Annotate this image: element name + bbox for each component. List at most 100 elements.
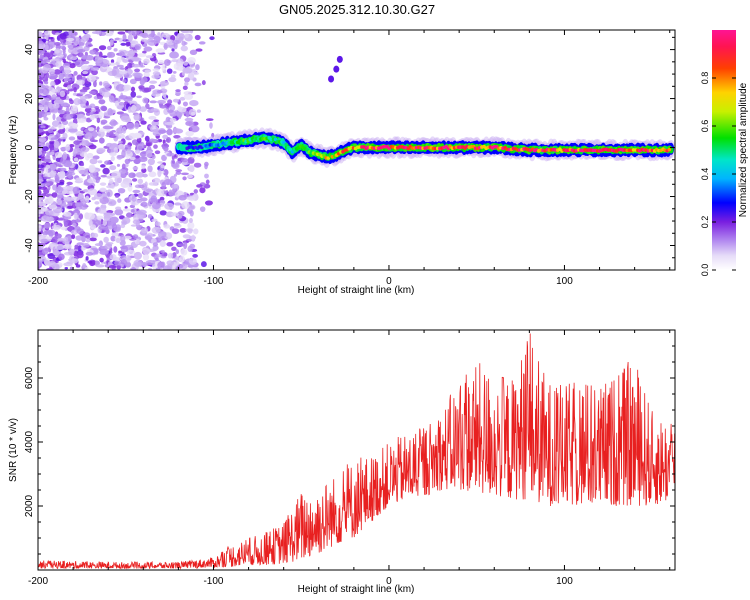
noise-speck	[53, 102, 60, 109]
noise-speck	[68, 136, 76, 141]
noise-speck	[153, 35, 161, 43]
noise-speck	[132, 57, 142, 62]
noise-speck	[158, 59, 165, 65]
noise-speck	[89, 158, 98, 165]
noise-speck	[169, 51, 180, 59]
noise-speck	[59, 136, 67, 140]
colorbar-bar	[712, 30, 736, 270]
noise-speck	[183, 241, 188, 250]
noise-speck	[171, 59, 179, 63]
noise-speck	[158, 129, 167, 134]
noise-speck	[198, 41, 206, 45]
noise-speck	[192, 253, 198, 258]
noise-speck	[140, 62, 144, 68]
noise-speck	[94, 201, 100, 205]
noise-speck	[38, 128, 44, 133]
noise-speck	[143, 87, 152, 93]
noise-speck	[204, 200, 213, 206]
noise-speck	[97, 160, 103, 164]
noise-speck	[41, 99, 50, 107]
noise-speck	[82, 189, 89, 193]
noise-speck	[142, 97, 149, 104]
tick-label: 20	[24, 93, 35, 105]
noise-speck	[167, 109, 174, 113]
noise-speck	[73, 147, 83, 155]
noise-speck	[127, 184, 133, 192]
noise-speck	[120, 223, 126, 229]
noise-speck	[147, 158, 155, 166]
noise-speck	[87, 44, 93, 47]
noise-speck	[47, 252, 56, 260]
noise-speck	[123, 73, 133, 79]
noise-speck	[98, 111, 104, 119]
noise-speck	[175, 171, 182, 175]
noise-speck	[185, 111, 190, 118]
noise-speck	[188, 120, 195, 128]
noise-speck	[38, 50, 46, 55]
noise-speck	[123, 235, 132, 240]
noise-speck	[162, 134, 169, 140]
noise-speck	[187, 245, 193, 252]
noise-speck	[182, 101, 189, 107]
noise-speck	[154, 150, 161, 155]
noise-speck	[43, 158, 51, 163]
noise-speck	[130, 86, 136, 92]
noise-speck	[54, 41, 61, 46]
noise-speck	[38, 180, 41, 187]
noise-speck	[58, 73, 64, 80]
noise-speck	[166, 39, 175, 46]
noise-speck	[70, 105, 78, 112]
noise-speck	[50, 137, 56, 141]
noise-speck	[111, 129, 116, 133]
noise-speck	[58, 171, 66, 179]
noise-speck	[183, 61, 189, 66]
noise-speck	[163, 178, 173, 186]
tick-label: -100	[203, 276, 223, 287]
noise-speck	[68, 144, 75, 148]
snr-x-ticks: -200 -100 0 100	[28, 330, 671, 587]
noise-speck	[171, 163, 179, 168]
noise-speck	[38, 164, 45, 169]
noise-speck	[60, 226, 67, 231]
noise-speck	[147, 267, 153, 270]
noise-speck	[73, 212, 78, 220]
noise-speck	[116, 163, 121, 167]
noise-speck	[193, 162, 202, 168]
noise-speck	[142, 50, 147, 54]
noise-speck	[85, 235, 91, 239]
trace-core	[667, 147, 672, 152]
noise-speck	[148, 115, 157, 120]
noise-speck	[72, 118, 78, 125]
tick-label: -200	[28, 576, 48, 587]
noise-speck	[121, 149, 126, 158]
noise-speck	[122, 208, 132, 212]
noise-speck	[44, 209, 54, 216]
noise-speck	[91, 69, 98, 76]
noise-speck	[173, 42, 178, 50]
noise-speck	[65, 197, 74, 201]
noise-speck	[48, 242, 58, 250]
noise-speck	[112, 223, 118, 231]
noise-speck	[174, 256, 180, 261]
tick-label: 2000	[24, 494, 35, 517]
noise-speck	[77, 49, 86, 53]
noise-speck	[105, 228, 110, 235]
noise-speck	[85, 251, 94, 256]
noise-speck	[143, 46, 153, 52]
noise-speck	[41, 248, 49, 255]
noise-speck	[159, 104, 167, 109]
noise-speck	[89, 237, 97, 242]
noise-speck	[180, 45, 188, 52]
noise-speck	[99, 81, 103, 86]
noise-speck	[54, 49, 60, 54]
noise-speck	[56, 186, 64, 194]
noise-speck	[63, 159, 73, 168]
noise-speck	[49, 163, 57, 171]
noise-speck	[118, 95, 128, 100]
noise-speck	[67, 128, 78, 133]
noise-speck	[95, 215, 104, 220]
noise-speck	[65, 37, 75, 42]
noise-speck	[88, 144, 97, 150]
noise-speck	[157, 169, 162, 178]
snr-plot-area	[38, 330, 675, 570]
